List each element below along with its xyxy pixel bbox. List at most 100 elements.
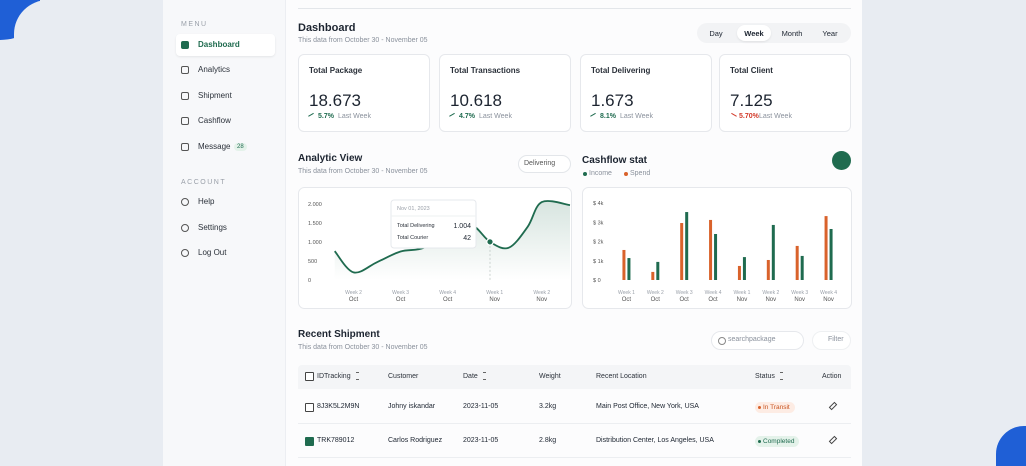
menu-item[interactable]: Dashboard — [198, 40, 240, 49]
x-tick-label: Week 1 — [618, 290, 635, 296]
tooltip-value: 42 — [463, 235, 471, 242]
y-tick-label: $ 3k — [593, 220, 604, 226]
cell: 2023-11-05 — [463, 437, 499, 444]
y-tick-label: 1.500 — [308, 221, 322, 227]
settings-button[interactable] — [832, 151, 851, 170]
checkbox[interactable] — [305, 437, 314, 446]
highlight-point — [486, 238, 494, 246]
dropdown[interactable] — [518, 155, 571, 173]
menu-item[interactable]: Message — [198, 142, 231, 151]
legend-dot — [583, 172, 587, 176]
cell: Johny iskandar — [388, 403, 436, 410]
sort-icon[interactable] — [780, 372, 783, 380]
stat-card — [719, 54, 851, 132]
bar — [829, 228, 833, 280]
menu-icon — [181, 143, 189, 151]
account-item[interactable]: Help — [198, 197, 215, 206]
bar — [714, 233, 718, 280]
y-tick-label: $ 0 — [593, 278, 601, 284]
menu-item[interactable]: Cashflow — [198, 116, 231, 125]
account-item[interactable]: Settings — [198, 223, 227, 232]
column-header: Customer — [388, 373, 419, 380]
tab-group — [697, 23, 851, 43]
cell: Main Post Office, New York, USA — [596, 403, 699, 410]
card-title: Total Transactions — [450, 66, 521, 75]
tab[interactable]: Week — [744, 29, 764, 38]
column-header: IDTracking — [317, 373, 351, 380]
x-tick-label: Week 1 — [734, 290, 751, 296]
menu-badge: 28 — [234, 143, 247, 151]
bar — [800, 255, 804, 280]
account-icon — [181, 198, 189, 206]
y-tick-label: $ 4k — [593, 201, 604, 207]
x-tick-label: Week 2 — [533, 290, 550, 296]
menu-item[interactable]: Shipment — [198, 91, 232, 100]
x-tick-label: Week 4 — [820, 290, 837, 296]
stat-card — [439, 54, 571, 132]
column-header: Date — [463, 373, 478, 380]
cell: 2023-11-05 — [463, 403, 499, 410]
menu-icon — [181, 41, 189, 49]
x-tick-month: Oct — [396, 297, 406, 303]
x-tick-month: Nov — [737, 297, 748, 303]
menu-icon — [181, 117, 189, 125]
checkbox[interactable] — [305, 372, 314, 381]
account-item[interactable]: Log Out — [198, 248, 227, 257]
row-divider — [298, 457, 851, 458]
search-box[interactable] — [711, 331, 804, 350]
card-title: Total Package — [309, 66, 363, 75]
cell: Distribution Center, Los Angeles, USA — [596, 437, 714, 444]
table-header — [298, 365, 851, 389]
menu-active-bg — [176, 34, 275, 56]
section-subtitle: This data from October 30 - November 05 — [298, 344, 428, 351]
x-tick-month: Nov — [765, 297, 776, 303]
menu-icon — [181, 92, 189, 100]
menu-item[interactable]: Analytics — [198, 65, 231, 74]
bar — [771, 224, 775, 280]
card-period: Last Week — [759, 113, 792, 120]
account-icon — [181, 249, 189, 257]
tab[interactable]: Year — [822, 29, 838, 38]
x-tick-label: Week 2 — [762, 290, 779, 296]
x-tick-month: Nov — [489, 297, 500, 303]
card-value: 18.673 — [309, 91, 361, 110]
page-subtitle: This data from October 30 - November 05 — [298, 37, 428, 44]
bar — [737, 265, 741, 280]
bar — [824, 216, 828, 280]
cell: 2.8kg — [539, 437, 557, 444]
bar — [622, 249, 626, 280]
tab[interactable]: Month — [781, 29, 803, 38]
filter-label: Filter — [828, 336, 844, 343]
tab[interactable]: Day — [709, 29, 723, 38]
bar — [766, 259, 770, 280]
sort-icon[interactable] — [483, 372, 486, 380]
x-tick-month: Oct — [443, 297, 453, 303]
card-value: 7.125 — [730, 91, 773, 110]
account-icon — [181, 224, 189, 232]
status-pill: Completed — [755, 436, 800, 447]
card-change: 5.70% — [739, 113, 759, 120]
legend-label: Spend — [630, 170, 651, 177]
x-tick-label: Week 4 — [439, 290, 456, 296]
search-icon — [718, 337, 726, 345]
checkbox[interactable] — [305, 403, 314, 412]
dropdown-label: Delivering — [524, 160, 556, 167]
section-title: Recent Shipment — [298, 329, 380, 340]
bar — [709, 219, 713, 280]
x-tick-label: Week 2 — [647, 290, 664, 296]
status-dot — [758, 440, 761, 443]
cell: Carlos Rodriguez — [388, 437, 443, 444]
card-title: Total Client — [730, 66, 773, 75]
filter-button[interactable] — [812, 331, 851, 350]
y-tick-label: $ 2k — [593, 240, 604, 246]
bar — [685, 212, 689, 280]
card-period: Last Week — [620, 113, 653, 120]
x-tick-month: Oct — [680, 297, 690, 303]
section-title: Analytic View — [298, 153, 363, 164]
cell: 8J3K5L2M9N — [317, 403, 360, 410]
page-title: Dashboard — [298, 22, 356, 34]
bar — [627, 258, 631, 280]
sort-icon[interactable] — [356, 372, 359, 380]
